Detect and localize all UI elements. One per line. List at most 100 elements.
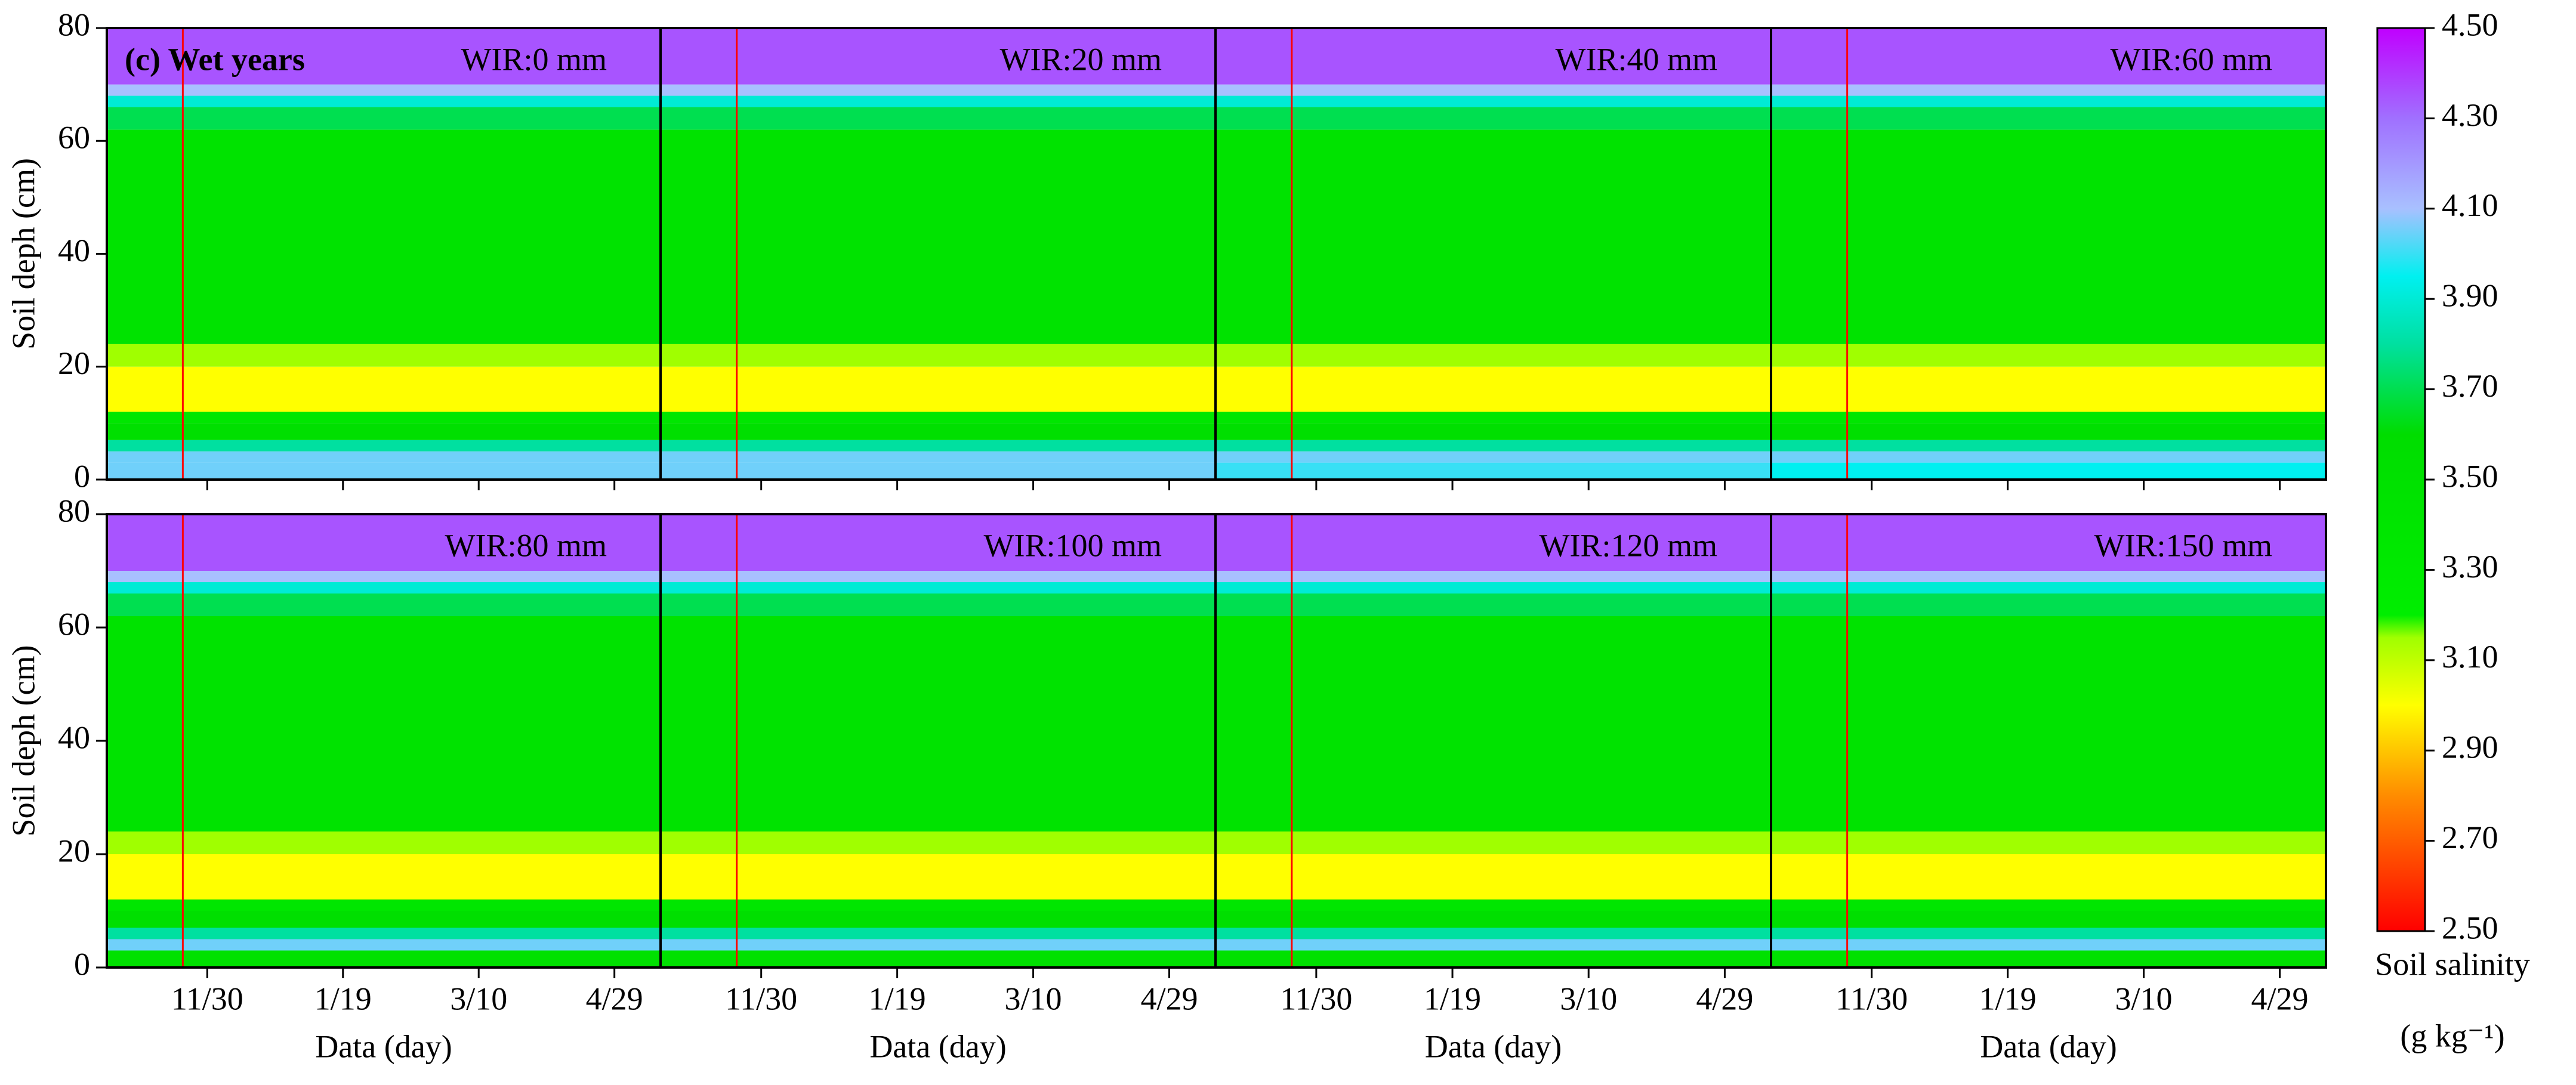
panel-frame (1770, 513, 2327, 969)
heat-band (1771, 107, 2326, 130)
heat-band (1771, 950, 2326, 967)
annotation: (c) Wet years (125, 41, 305, 77)
panel-label: WIR:0 mm (461, 41, 607, 77)
heat-band (661, 899, 1215, 911)
x-tick-label: 4/29 (2251, 981, 2308, 1016)
heat-band (661, 366, 1215, 412)
colorbar-tick-label: 3.30 (2442, 549, 2498, 585)
x-axis-label: Data (day) (1425, 1028, 1562, 1064)
heat-band (1771, 412, 2326, 424)
colorbar-tick-label: 3.90 (2442, 278, 2498, 314)
x-tick-label: 11/30 (1835, 981, 1908, 1016)
colorbar (2376, 27, 2426, 932)
heat-band (661, 911, 1215, 928)
y-tick-label: 40 (58, 233, 90, 268)
y-tick-label: 60 (58, 120, 90, 156)
heat-band (107, 107, 661, 130)
heat-band (1215, 616, 1771, 831)
x-tick-label: 3/10 (2115, 981, 2173, 1016)
panel-frame (1770, 27, 2327, 481)
x-tick-label: 4/29 (1140, 981, 1198, 1016)
heat-band (1771, 366, 2326, 412)
heat-band (107, 440, 661, 452)
panel-label: WIR:60 mm (2111, 41, 2272, 77)
heat-band (661, 514, 1215, 571)
x-tick-label: 4/29 (586, 981, 643, 1016)
x-axis-label: Data (day) (315, 1028, 452, 1064)
colorbar-tick-label: 4.10 (2442, 187, 2498, 223)
x-tick-label: 4/29 (1696, 981, 1753, 1016)
heat-band (107, 939, 661, 951)
heat-band (661, 28, 1215, 85)
heat-band (1771, 911, 2326, 928)
x-tick-label: 1/19 (1979, 981, 2037, 1016)
heat-band (107, 344, 661, 367)
heat-band (1771, 899, 2326, 911)
y-tick-label: 0 (74, 946, 90, 982)
panel-label: WIR:20 mm (1000, 41, 1162, 77)
x-tick-label: 11/30 (1280, 981, 1352, 1016)
heat-band (1215, 366, 1771, 412)
heat-band (1771, 462, 2326, 480)
heat-band (1215, 899, 1771, 911)
heat-band (661, 950, 1215, 967)
y-axis-label: Soil deph (cm) (5, 158, 41, 350)
heat-band (1215, 84, 1771, 96)
panel-label: WIR:120 mm (1540, 527, 1717, 563)
heat-band (107, 514, 661, 571)
heat-band (1771, 616, 2326, 831)
y-tick-label: 40 (58, 719, 90, 755)
heat-band (1215, 514, 1771, 571)
heat-band (1215, 440, 1771, 452)
heat-band (107, 129, 661, 344)
x-tick-label: 1/19 (314, 981, 372, 1016)
heat-band (107, 854, 661, 899)
heat-band (1771, 84, 2326, 96)
colorbar-tick-label: 4.50 (2442, 7, 2498, 42)
y-tick-label: 80 (58, 493, 90, 528)
heat-band (661, 831, 1215, 854)
heat-band (1215, 571, 1771, 582)
heat-band (661, 571, 1215, 582)
y-tick-label: 80 (58, 7, 90, 42)
heat-band (107, 899, 661, 911)
heat-band (107, 84, 661, 96)
heat-band (1215, 582, 1771, 593)
heat-band (661, 616, 1215, 831)
colorbar-tick-label: 3.50 (2442, 458, 2498, 494)
heat-band (661, 423, 1215, 440)
heat-band (1771, 440, 2326, 452)
x-tick-label: 3/10 (450, 981, 507, 1016)
heat-band (661, 107, 1215, 130)
heat-band (1215, 412, 1771, 424)
heat-band (661, 582, 1215, 593)
y-axis-label: Soil deph (cm) (5, 645, 41, 837)
x-tick-label: 1/19 (1424, 981, 1481, 1016)
colorbar-tick-label: 2.70 (2442, 820, 2498, 855)
heat-band (1771, 593, 2326, 616)
y-tick-label: 0 (74, 458, 90, 494)
heat-band (1215, 107, 1771, 130)
heat-band (107, 412, 661, 424)
panel-label: WIR:80 mm (445, 527, 607, 563)
heat-band (661, 440, 1215, 452)
y-tick-label: 20 (58, 345, 90, 381)
heat-band (1215, 451, 1771, 463)
heat-band (107, 616, 661, 831)
heat-band (1215, 911, 1771, 928)
colorbar-label: Soil salinity (2375, 946, 2530, 982)
colorbar-tick-label: 3.10 (2442, 639, 2498, 675)
heat-band (1215, 831, 1771, 854)
heat-band (661, 129, 1215, 344)
heat-band (661, 593, 1215, 616)
heat-band (107, 423, 661, 440)
y-tick-label: 60 (58, 606, 90, 642)
heat-band (1771, 423, 2326, 440)
colorbar-tick-label: 4.30 (2442, 97, 2498, 133)
heat-band (661, 412, 1215, 424)
heat-band (1771, 129, 2326, 344)
heat-band (107, 95, 661, 107)
heat-band (661, 95, 1215, 107)
x-tick-label: 3/10 (1005, 981, 1062, 1016)
